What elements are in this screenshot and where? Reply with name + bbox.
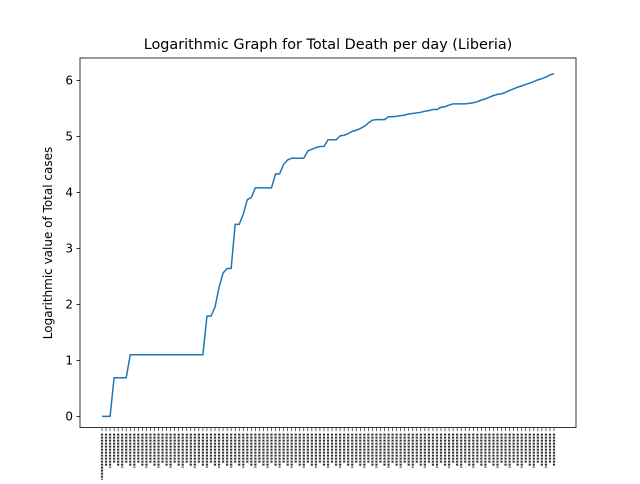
y-tick-label: 3 <box>65 241 73 255</box>
chart-title: Logarithmic Graph for Total Death per da… <box>144 37 513 53</box>
y-tick-label: 4 <box>65 185 73 199</box>
y-tick-label: 6 <box>65 73 73 87</box>
plot-area-frame <box>79 57 577 429</box>
y-axis-label: Logarithmic value of Total cases <box>41 147 55 339</box>
x-axis-ticks <box>100 427 556 480</box>
y-tick-label: 5 <box>65 129 73 143</box>
series-line <box>102 72 555 418</box>
y-tick-label: 0 <box>65 409 73 423</box>
y-axis-ticks: 0 1 2 3 4 5 6 <box>65 73 80 423</box>
y-tick-label: 2 <box>65 297 73 311</box>
x-tick-label-strokes <box>100 433 556 480</box>
y-tick-label: 1 <box>65 353 73 367</box>
